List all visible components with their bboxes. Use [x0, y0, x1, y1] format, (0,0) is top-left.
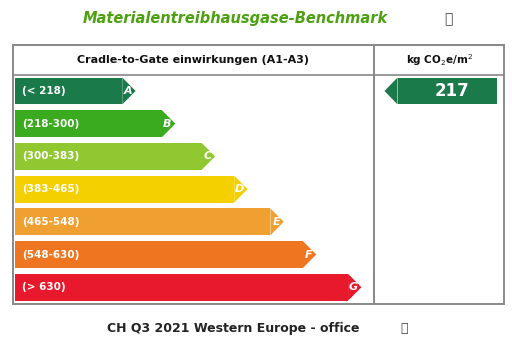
Bar	[15, 143, 202, 170]
Bar	[397, 78, 497, 105]
Text: (> 630): (> 630)	[22, 282, 66, 292]
Bar	[15, 176, 234, 203]
Polygon shape	[348, 274, 361, 300]
Polygon shape	[234, 176, 248, 203]
Text: (548-630): (548-630)	[22, 249, 79, 259]
Text: Materialentreibhausgase-Benchmark: Materialentreibhausgase-Benchmark	[83, 11, 388, 27]
Text: A: A	[123, 86, 132, 96]
Text: (218-300): (218-300)	[22, 119, 79, 129]
Text: D: D	[235, 184, 244, 194]
Text: 217: 217	[435, 82, 470, 100]
Text: B: B	[163, 119, 172, 129]
Text: ⓘ: ⓘ	[401, 322, 408, 335]
Text: Cradle-to-Gate einwirkungen (A1-A3): Cradle-to-Gate einwirkungen (A1-A3)	[77, 55, 309, 65]
Polygon shape	[202, 143, 215, 170]
Polygon shape	[162, 110, 176, 137]
Text: E: E	[272, 217, 280, 227]
Bar	[15, 241, 303, 268]
Text: ⓘ: ⓘ	[444, 12, 452, 26]
Polygon shape	[303, 241, 316, 268]
Text: G: G	[349, 282, 358, 292]
Text: F: F	[305, 249, 313, 259]
Text: (465-548): (465-548)	[22, 217, 79, 227]
Polygon shape	[122, 78, 136, 105]
Bar	[15, 78, 122, 105]
Bar	[15, 208, 270, 235]
Text: CH Q3 2021 Western Europe - office: CH Q3 2021 Western Europe - office	[106, 322, 359, 335]
Text: (< 218): (< 218)	[22, 86, 66, 96]
Text: (383-465): (383-465)	[22, 184, 79, 194]
Text: kg CO$_2$e/m$^2$: kg CO$_2$e/m$^2$	[406, 52, 473, 68]
Text: C: C	[203, 151, 211, 161]
Text: (300-383): (300-383)	[22, 151, 79, 161]
Bar	[15, 110, 162, 137]
Polygon shape	[270, 208, 284, 235]
Polygon shape	[385, 78, 397, 105]
Bar	[15, 274, 348, 300]
